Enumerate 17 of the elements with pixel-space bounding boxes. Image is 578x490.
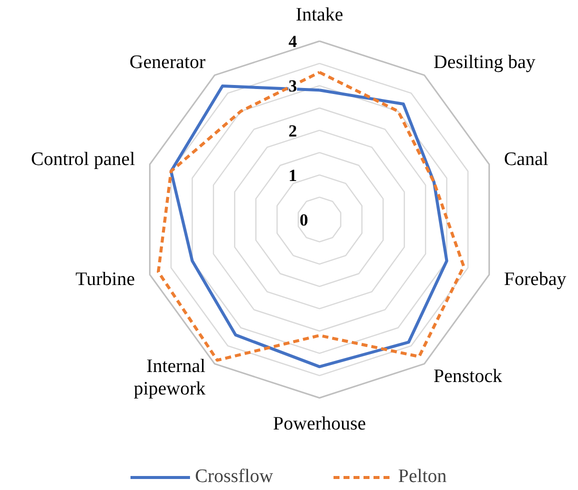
y-tick-label: 0	[300, 210, 308, 230]
legend-label: Crossflow	[195, 466, 274, 488]
y-tick-label: 4	[288, 32, 298, 52]
spoke-label: Desilting bay	[434, 52, 536, 74]
y-tick-label: 2	[288, 121, 297, 140]
y-tick-label: 1	[288, 166, 297, 185]
y-tick-label: 3	[288, 76, 297, 96]
spoke-label: Control panel	[31, 149, 135, 170]
spoke-label: Intake	[296, 4, 344, 26]
spoke-label: Generator	[130, 52, 206, 74]
legend-label: Pelton	[398, 466, 447, 488]
spoke-label: Powerhouse	[273, 414, 366, 435]
spoke-label: Turbine	[76, 268, 135, 290]
spoke-label: Internal pipework	[134, 356, 206, 400]
spoke-label: Canal	[504, 149, 548, 170]
spoke-label: Penstock	[434, 366, 503, 387]
spoke-label: Forebay	[504, 268, 567, 290]
